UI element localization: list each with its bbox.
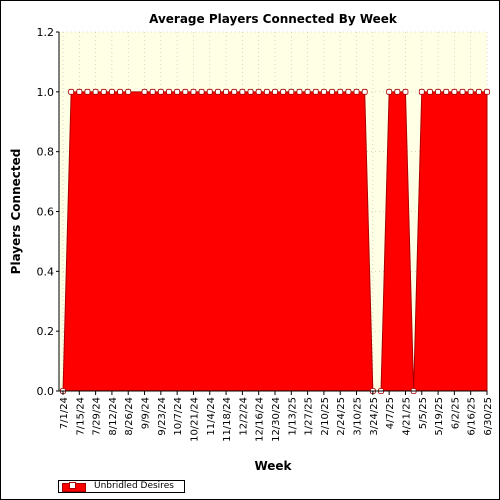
data-point	[272, 88, 278, 95]
y-tick-label: 1.2	[37, 26, 55, 39]
y-tick-label: 0.8	[37, 146, 55, 159]
x-tick-label: 7/15/24	[75, 397, 86, 436]
data-point	[166, 88, 172, 95]
x-tick-label: 8/12/24	[108, 397, 119, 436]
x-tick-label: 5/19/25	[434, 397, 445, 436]
data-point	[100, 88, 107, 95]
data-point	[435, 88, 441, 95]
x-tick-label: 3/10/25	[353, 397, 364, 436]
data-point	[361, 88, 368, 95]
data-point	[475, 88, 482, 95]
data-point	[353, 88, 360, 95]
data-point	[263, 88, 270, 95]
x-tick-label: 9/9/24	[141, 397, 152, 429]
x-tick-label: 4/7/25	[385, 397, 396, 429]
legend-marker-icon	[69, 482, 76, 489]
x-tick-label: 9/23/24	[157, 397, 168, 436]
data-point	[386, 88, 393, 95]
data-point	[223, 88, 229, 95]
y-tick-label: 0.4	[37, 265, 55, 278]
x-tick-label: 6/2/25	[450, 397, 461, 429]
data-point	[427, 88, 433, 95]
data-point	[280, 88, 287, 95]
x-tick-label: 12/16/24	[255, 397, 266, 442]
y-tick-label: 0.6	[37, 206, 55, 219]
data-point	[484, 88, 490, 95]
x-tick-label: 4/21/25	[401, 397, 412, 436]
x-tick-label: 3/24/25	[369, 397, 380, 436]
data-point	[190, 88, 197, 95]
data-point	[206, 88, 213, 95]
data-point	[157, 88, 164, 95]
x-tick-label: 6/30/25	[483, 397, 494, 436]
data-point	[394, 88, 401, 95]
x-tick-label: 1/27/25	[304, 397, 315, 436]
data-point	[345, 88, 352, 95]
data-point	[84, 88, 91, 95]
x-tick-label: 2/24/25	[336, 397, 347, 436]
data-point	[337, 88, 344, 95]
x-tick-label: 5/5/25	[418, 397, 429, 429]
x-tick-label: 7/29/24	[92, 397, 103, 436]
x-tick-label: 1/13/25	[287, 397, 298, 436]
data-point	[76, 88, 83, 95]
data-point	[92, 88, 99, 95]
x-tick-label: 10/7/24	[173, 397, 184, 436]
data-point	[288, 88, 295, 95]
data-point	[182, 88, 189, 95]
y-tick-label: 1.0	[37, 86, 55, 99]
data-point	[141, 88, 148, 95]
x-tick-label: 12/2/24	[238, 397, 249, 436]
data-point	[231, 88, 238, 95]
data-point	[109, 88, 115, 95]
data-point	[239, 88, 246, 95]
data-point	[467, 88, 474, 95]
data-point	[198, 88, 205, 95]
data-point	[125, 88, 132, 95]
y-tick-label: 0.2	[37, 325, 55, 338]
x-axis-label: Week	[254, 459, 292, 473]
x-tick-label: 12/30/24	[271, 397, 282, 442]
data-point	[459, 88, 466, 95]
data-point	[329, 88, 335, 95]
x-tick-label: 8/26/24	[124, 397, 135, 436]
y-tick-label: 0.0	[37, 385, 55, 398]
legend: Unbridled Desires	[58, 480, 185, 493]
legend-label: Unbridled Desires	[94, 481, 174, 491]
data-point	[451, 88, 458, 95]
x-tick-label: 11/18/24	[222, 397, 233, 442]
y-axis-label: Players Connected	[9, 149, 23, 275]
data-point	[68, 88, 75, 95]
data-point	[296, 88, 303, 95]
data-point	[247, 88, 254, 95]
data-point	[402, 88, 409, 95]
data-point	[443, 88, 450, 95]
data-point	[255, 88, 262, 95]
data-point	[174, 88, 181, 95]
x-tick-label: 7/1/24	[59, 397, 70, 429]
data-point	[149, 88, 156, 95]
x-tick-label: 6/16/25	[467, 397, 478, 436]
chart-title: Average Players Connected By Week	[149, 12, 398, 26]
data-point	[418, 88, 425, 95]
data-point	[321, 88, 327, 95]
data-point	[312, 88, 319, 95]
data-point	[215, 88, 221, 95]
x-tick-label: 2/10/25	[320, 397, 331, 436]
data-point	[117, 88, 123, 95]
area-series	[62, 91, 488, 392]
x-tick-label: 10/21/24	[189, 397, 200, 442]
data-point	[304, 88, 311, 95]
x-tick-label: 11/4/24	[206, 397, 217, 436]
